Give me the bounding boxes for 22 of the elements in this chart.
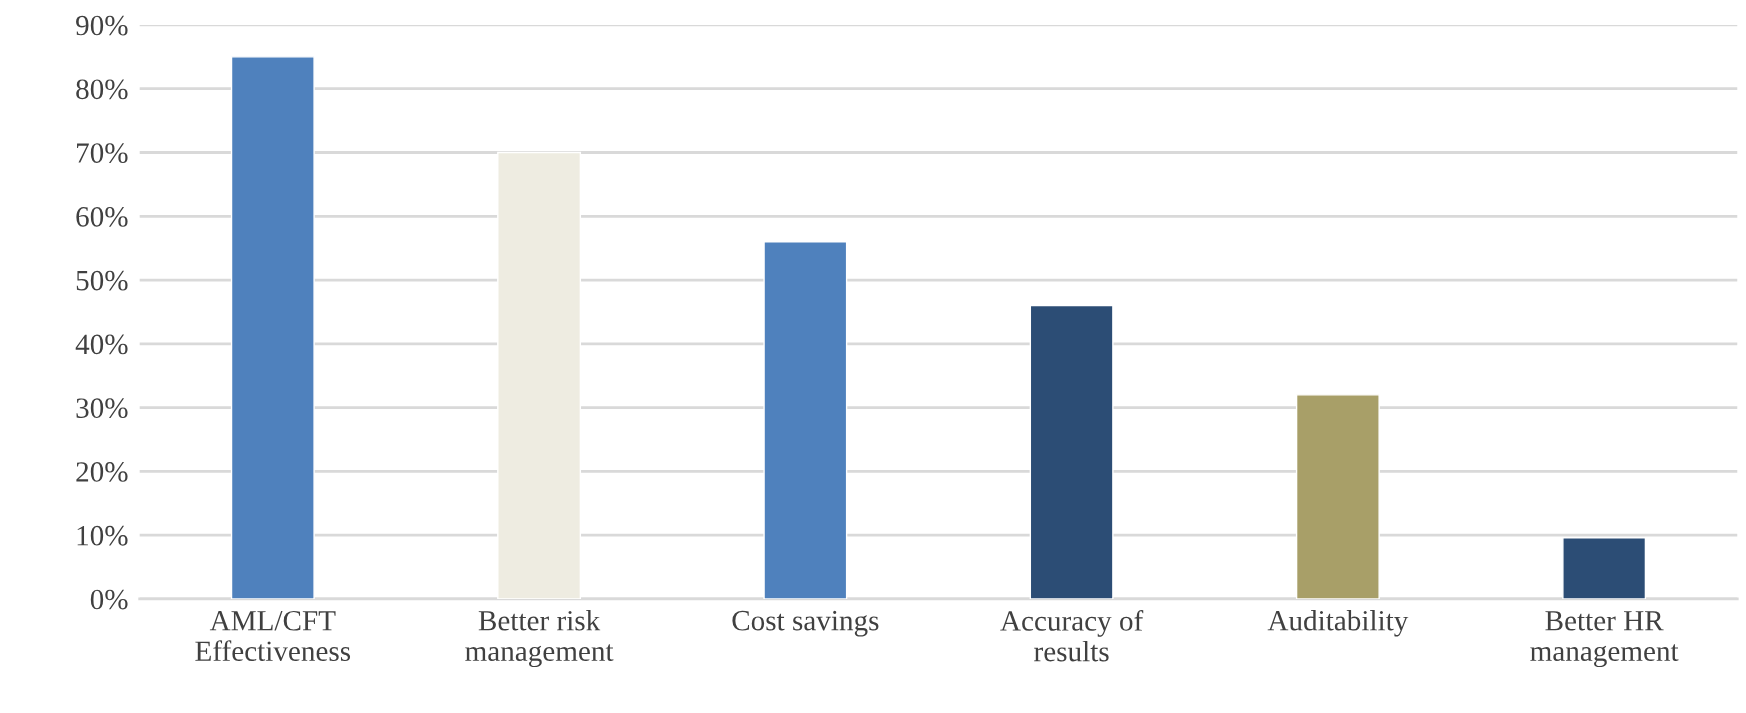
- x-tick-label: AML/CFT Effectiveness: [195, 610, 351, 662]
- y-tick-label: 10%: [77, 525, 128, 546]
- y-tick-label: 40%: [75, 334, 128, 355]
- y-tick-label: 60%: [76, 207, 128, 227]
- bar: [497, 151, 582, 599]
- bar: [1562, 537, 1647, 599]
- y-tick-label: 0%: [90, 589, 128, 610]
- y-tick-label: 80%: [76, 79, 128, 100]
- bar: [230, 56, 315, 599]
- x-tick-label: Better risk management: [465, 610, 614, 668]
- x-tick-label: Cost savings: [732, 610, 879, 637]
- y-tick-label: 90%: [76, 15, 128, 36]
- y-tick-label: 70%: [77, 143, 128, 164]
- y-tick-label: 30%: [76, 398, 128, 419]
- bar: [1295, 394, 1380, 599]
- x-tick-label: Auditability: [1267, 610, 1409, 637]
- x-tick-label: Better HR management: [1530, 611, 1679, 668]
- bar: [1029, 304, 1114, 599]
- y-tick-label: 20%: [76, 462, 128, 482]
- y-tick-label: 50%: [76, 270, 128, 291]
- bar: [763, 241, 848, 599]
- x-tick-label: Accuracy of results: [1000, 610, 1144, 662]
